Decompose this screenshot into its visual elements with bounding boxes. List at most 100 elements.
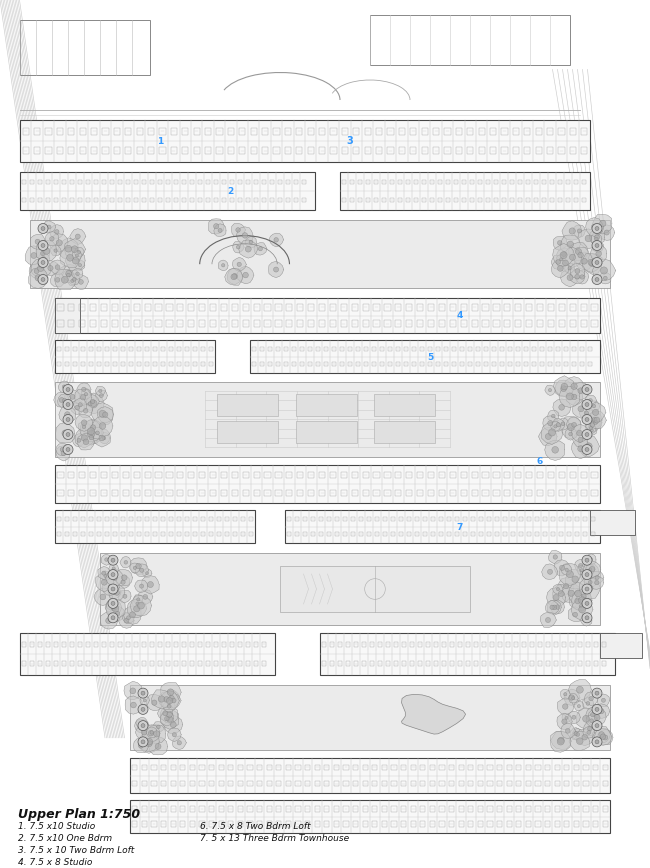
Polygon shape [557, 418, 569, 430]
Circle shape [586, 585, 593, 592]
Bar [346, 661, 350, 666]
Circle shape [578, 606, 586, 613]
Circle shape [140, 584, 144, 589]
Bar [46, 661, 50, 666]
Bar [340, 346, 344, 352]
Polygon shape [549, 550, 562, 564]
Bar [455, 516, 460, 521]
Bar [102, 148, 109, 154]
Bar [214, 198, 218, 202]
Polygon shape [98, 566, 110, 579]
Bar [123, 490, 129, 496]
Bar [375, 532, 379, 536]
Polygon shape [163, 700, 175, 713]
Bar [292, 346, 296, 352]
Bar [559, 490, 565, 496]
Bar [384, 320, 391, 326]
Bar [580, 305, 587, 311]
Circle shape [111, 602, 115, 605]
Circle shape [164, 697, 169, 702]
Bar [439, 516, 443, 521]
Bar [78, 642, 83, 647]
Bar [222, 661, 226, 666]
Circle shape [214, 224, 219, 229]
Bar [238, 781, 243, 786]
Polygon shape [111, 606, 125, 621]
Bar [86, 661, 90, 666]
Circle shape [136, 602, 139, 605]
Circle shape [585, 602, 589, 605]
Circle shape [568, 266, 571, 270]
Bar [372, 821, 378, 827]
Bar [276, 490, 281, 496]
Circle shape [556, 260, 560, 264]
Bar [559, 305, 565, 311]
Polygon shape [36, 247, 50, 260]
Polygon shape [587, 425, 597, 436]
Bar [221, 472, 227, 478]
Circle shape [588, 260, 594, 266]
Bar [564, 806, 569, 812]
Bar [287, 516, 291, 521]
Bar [158, 661, 162, 666]
Polygon shape [551, 255, 566, 269]
Bar [526, 305, 532, 311]
Polygon shape [133, 595, 143, 604]
Polygon shape [562, 564, 572, 575]
Bar [574, 781, 579, 786]
Circle shape [577, 229, 581, 233]
Bar [463, 532, 467, 536]
Bar [502, 198, 506, 202]
Bar [559, 516, 564, 521]
Bar [593, 661, 598, 666]
Bar [322, 661, 326, 666]
Circle shape [589, 260, 596, 266]
Bar [308, 472, 314, 478]
Bar [374, 490, 380, 496]
Bar [536, 806, 541, 812]
Bar [129, 532, 133, 536]
Bar [34, 148, 40, 154]
Bar [363, 781, 368, 786]
Circle shape [169, 695, 174, 700]
Polygon shape [209, 219, 224, 234]
Circle shape [75, 254, 79, 257]
Circle shape [582, 584, 592, 594]
Polygon shape [120, 556, 131, 568]
Bar [479, 532, 483, 536]
Bar [580, 320, 587, 326]
Circle shape [38, 258, 48, 267]
Bar [250, 128, 257, 135]
Polygon shape [268, 261, 283, 278]
Bar [54, 180, 58, 185]
Bar [558, 198, 562, 202]
Polygon shape [559, 563, 581, 585]
Polygon shape [56, 446, 70, 461]
Bar [70, 661, 74, 666]
Polygon shape [101, 555, 112, 565]
Bar [123, 320, 129, 326]
Bar [504, 305, 510, 311]
Bar [216, 128, 223, 135]
Circle shape [76, 272, 79, 275]
Bar [515, 362, 520, 366]
Bar [391, 516, 395, 521]
Bar [151, 765, 157, 770]
Circle shape [556, 588, 560, 591]
Bar [78, 198, 83, 202]
Bar [526, 532, 531, 536]
Bar [574, 821, 579, 827]
Bar [79, 128, 86, 135]
Bar [296, 148, 302, 154]
Bar [200, 781, 205, 786]
Bar [550, 198, 554, 202]
Polygon shape [102, 578, 120, 595]
Bar [296, 128, 302, 135]
Bar [324, 765, 330, 770]
Bar [502, 532, 507, 536]
Bar [506, 781, 512, 786]
Bar [537, 320, 543, 326]
Bar [238, 180, 242, 185]
Circle shape [130, 688, 136, 694]
Polygon shape [146, 694, 163, 711]
